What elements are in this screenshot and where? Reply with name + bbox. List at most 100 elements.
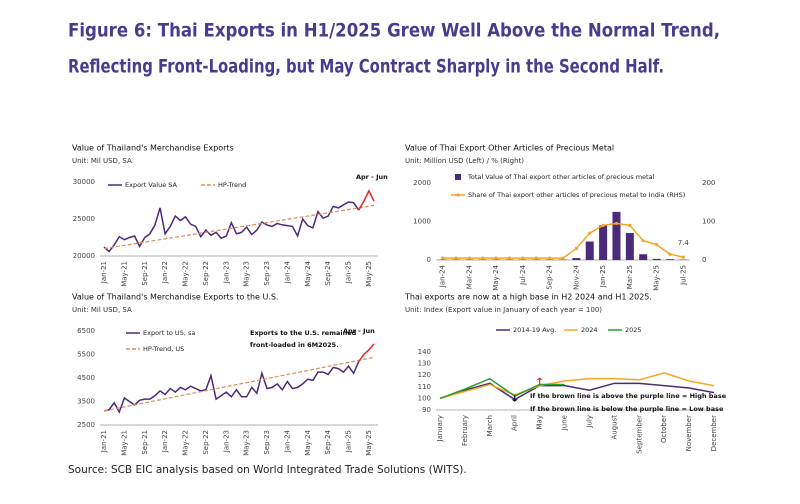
y-tick-label: 4500 — [77, 374, 95, 382]
line-marker — [534, 256, 538, 260]
x-tick-label: August — [610, 415, 618, 440]
x-tick-label: Mar-25 — [626, 265, 634, 289]
annotation: Apr - Jun — [356, 173, 388, 181]
x-tick-label: Sep-21 — [141, 430, 149, 455]
x-tick-label: Jan-23 — [222, 430, 230, 453]
x-tick-label: Sep-24 — [546, 264, 554, 289]
line-marker — [494, 256, 498, 260]
y-tick-label: 2000 — [413, 179, 431, 187]
x-tick-label: Sep-24 — [324, 260, 332, 285]
x-tick-label: Sep-23 — [263, 430, 271, 455]
line-series — [442, 222, 684, 259]
x-tick-label: July — [585, 415, 593, 429]
legend-label: Export to US, sa — [143, 329, 195, 337]
y-tick-label: 90 — [422, 406, 431, 414]
x-tick-label: May-25 — [365, 430, 373, 456]
x-tick-label: September — [635, 415, 643, 454]
line-marker — [454, 256, 458, 260]
chart-title: Value of Thailand's Merchandise Exports — [72, 144, 234, 153]
annotation: Exports to the U.S. remained — [250, 329, 357, 337]
x-tick-label: Jan-24 — [439, 264, 447, 288]
line-series — [358, 343, 375, 362]
y2-tick-label: 100 — [702, 218, 715, 226]
y-tick-label: 3500 — [77, 398, 95, 406]
x-tick-label: May-21 — [120, 430, 128, 456]
arrow-head — [511, 399, 518, 402]
x-tick-label: Jan-22 — [161, 430, 169, 453]
y-tick-label: 110 — [418, 383, 431, 391]
line-series — [358, 189, 375, 211]
line-marker — [601, 223, 605, 227]
x-tick-label: October — [660, 415, 668, 443]
x-tick-label: May-22 — [182, 261, 190, 287]
y-tick-label: 1000 — [413, 218, 431, 226]
figure-title: Figure 6: Thai Exports in H1/2025 Grew W… — [68, 20, 720, 42]
chart-title: Thai exports are now at a high base in H… — [404, 293, 652, 302]
x-tick-label: January — [436, 415, 444, 443]
bar — [572, 258, 581, 260]
source-note: Source: SCB EIC analysis based on World … — [68, 464, 467, 476]
bar — [625, 233, 634, 260]
line-series — [103, 204, 375, 250]
bar — [612, 211, 621, 260]
y2-tick-label: 200 — [702, 179, 715, 187]
bar — [639, 254, 648, 260]
x-tick-label: Jan-22 — [161, 261, 169, 284]
x-tick-label: May-24 — [492, 264, 500, 290]
line-series — [439, 377, 565, 400]
line-marker — [654, 243, 659, 247]
x-tick-label: Mar-24 — [465, 264, 473, 289]
line-marker — [481, 256, 485, 260]
line-marker — [441, 256, 445, 260]
y2-tick-label: 0 — [702, 256, 706, 264]
annotation: If the brown line is above the purple li… — [530, 392, 727, 400]
annotation: front-loaded in 6M2025. — [250, 341, 339, 349]
x-tick-label: Jul-24 — [519, 264, 527, 285]
bar — [585, 241, 594, 260]
bar — [599, 225, 608, 260]
x-tick-label: Jan-25 — [345, 261, 353, 284]
x-tick-label: December — [710, 415, 718, 451]
y-tick-label: 2500 — [77, 421, 95, 429]
chart-subtitle: Unit: Mil USD, SA — [72, 306, 132, 314]
x-tick-label: May-21 — [120, 261, 128, 287]
x-tick-label: Jan-24 — [283, 260, 291, 284]
y-tick-label: 25000 — [73, 215, 95, 223]
legend-label: HP-Trend, US — [143, 345, 184, 353]
y-tick-label: 140 — [418, 348, 431, 356]
x-tick-label: Nov-24 — [572, 264, 580, 289]
line-marker — [681, 255, 685, 259]
line-marker — [561, 256, 565, 260]
x-tick-label: May-23 — [243, 261, 251, 287]
x-tick-label: Sep-22 — [202, 261, 210, 286]
bar — [665, 259, 674, 260]
line-marker — [574, 246, 578, 251]
line-series — [103, 361, 360, 414]
x-tick-label: Sep-23 — [263, 261, 271, 286]
legend-label: Export Value SA — [125, 181, 178, 189]
y-tick-label: 20000 — [73, 252, 95, 260]
x-tick-label: May-24 — [304, 429, 312, 455]
legend-label: 2014-19 Avg. — [513, 326, 556, 334]
line-series — [439, 372, 715, 400]
x-tick-label: Jan-25 — [345, 430, 353, 453]
x-tick-label: March — [486, 415, 494, 436]
x-tick-label: Sep-24 — [324, 429, 332, 454]
y-tick-label: 0 — [427, 256, 431, 264]
x-tick-label: November — [685, 415, 693, 452]
x-tick-label: Jan-23 — [222, 261, 230, 284]
x-tick-label: Jan-25 — [599, 265, 607, 288]
arrow-head — [536, 377, 543, 380]
line-marker — [628, 223, 632, 227]
line-series — [103, 356, 375, 412]
figure-title: Reflecting Front-Loading, but May Contra… — [68, 56, 664, 78]
x-tick-label: Jan-21 — [100, 430, 108, 453]
legend-label: 2024 — [581, 326, 598, 334]
line-marker — [668, 252, 672, 256]
line-series — [439, 382, 715, 401]
x-tick-label: May-22 — [182, 430, 190, 456]
legend-label: HP-Trend — [218, 181, 246, 189]
chart-subtitle: Unit: Mil USD, SA — [72, 157, 132, 165]
line-marker — [521, 256, 525, 260]
